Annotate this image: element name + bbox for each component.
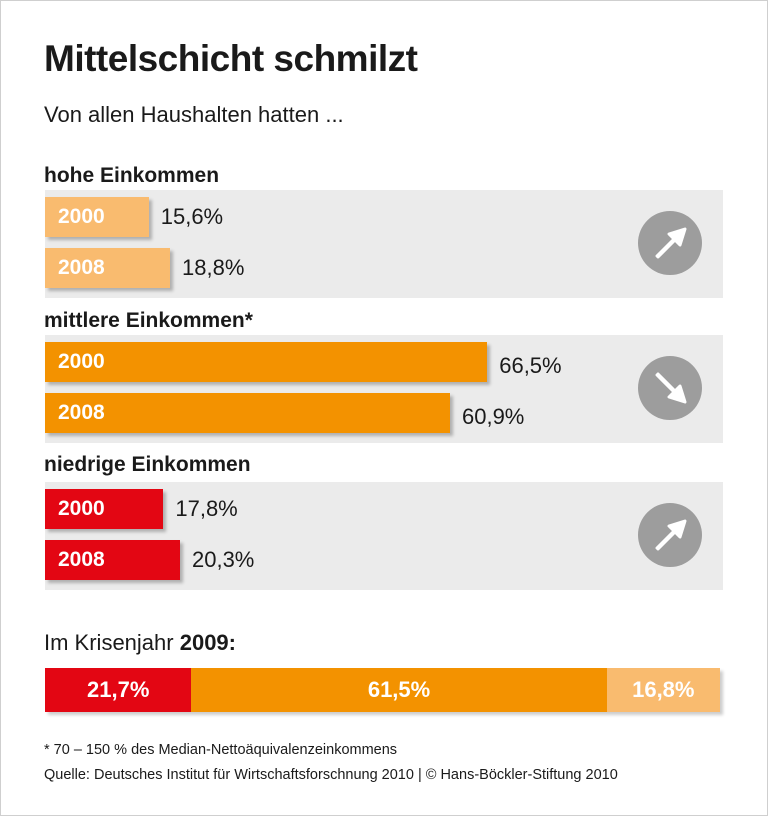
footnote: * 70 – 150 % des Median-Nettoäquivalenze… (44, 742, 398, 758)
group-label: mittlere Einkommen* (44, 309, 253, 332)
bar-year-label: 2000 (58, 350, 105, 373)
down-arrow-icon (638, 356, 702, 420)
bar-value-label: 60,9% (461, 404, 525, 429)
bar-2008: 2008 (45, 393, 450, 433)
stacked-segment-low: 21,7% (45, 668, 192, 712)
segment-label: 21,7% (87, 677, 150, 702)
segment-label: 61,5% (367, 677, 431, 702)
stacked-bar-2009: 21,7% 61,5% 16,8% (45, 668, 720, 712)
group-label: hohe Einkommen (44, 164, 220, 187)
segment-label: 16,8% (632, 677, 695, 702)
bar-2000: 2000 (45, 197, 149, 237)
chart-title: Mittelschicht schmilzt (44, 38, 418, 79)
bar-value-label: 17,8% (175, 496, 238, 521)
stacked-segment-high: 16,8% (606, 668, 720, 712)
up-arrow-icon (638, 211, 702, 275)
up-arrow-icon (638, 503, 702, 567)
bar-value-label: 66,5% (499, 353, 562, 378)
group-label: niedrige Einkommen (44, 453, 251, 476)
bar-year-label: 2008 (58, 548, 105, 571)
bar-value-label: 15,6% (160, 204, 224, 229)
bar-year-label: 2008 (58, 401, 105, 424)
bar-2008: 2008 (45, 540, 180, 580)
bar-2000: 2000 (45, 342, 488, 382)
stacked-segment-middle: 61,5% (191, 668, 607, 712)
source: Quelle: Deutsches Institut für Wirtschaf… (44, 767, 618, 783)
bar-year-label: 2008 (58, 256, 105, 279)
stacked-label: Im Krisenjahr 2009: (44, 630, 236, 656)
bar-2000: 2000 (45, 489, 164, 529)
bar-year-label: 2000 (58, 205, 105, 228)
bar-year-label: 2000 (58, 497, 105, 520)
stacked-label-prefix: Im Krisenjahr (44, 630, 180, 655)
bar-2008: 2008 (45, 248, 171, 288)
bar-value-label: 18,8% (182, 255, 245, 280)
stacked-label-year: 2009: (179, 630, 236, 655)
chart-subtitle: Von allen Haushalten hatten ... (44, 102, 344, 127)
bar-value-label: 20,3% (191, 547, 255, 572)
